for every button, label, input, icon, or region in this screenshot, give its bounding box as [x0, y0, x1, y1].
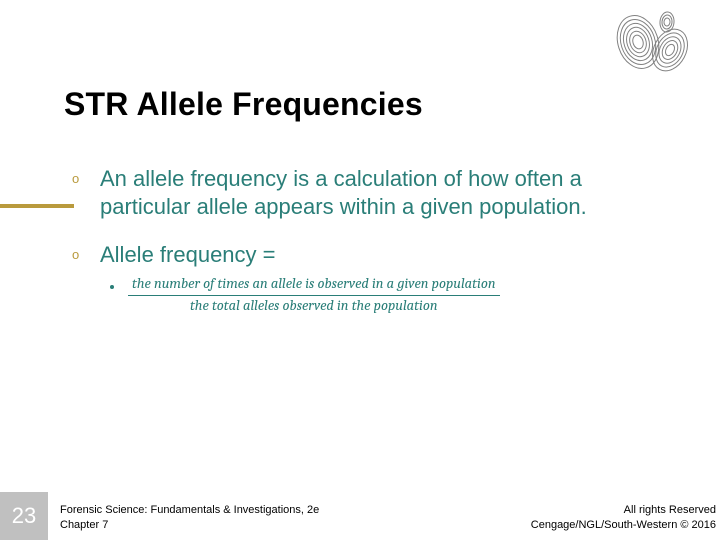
footer-rights: All rights Reserved [531, 503, 716, 517]
fraction: the number of times an allele is observe… [128, 275, 500, 314]
slide-title: STR Allele Frequencies [64, 86, 423, 123]
fingerprint-graphic [612, 8, 702, 78]
footer-chapter: Chapter 7 [60, 518, 319, 532]
bullet-marker-icon: o [72, 247, 79, 262]
footer-right: All rights Reserved Cengage/NGL/South-We… [531, 503, 716, 532]
fraction-numerator: the number of times an allele is observe… [128, 275, 500, 294]
slide: STR Allele Frequencies o An allele frequ… [0, 0, 720, 540]
page-number-box: 23 [0, 492, 48, 540]
sub-bullet-marker-icon [110, 285, 114, 289]
bullet-list: o An allele frequency is a calculation o… [100, 165, 660, 335]
footer-publisher: Cengage/NGL/South-Western © 2016 [531, 518, 716, 532]
footer-source: Forensic Science: Fundamentals & Investi… [60, 503, 319, 517]
sub-bullet-item: the number of times an allele is observe… [128, 275, 660, 314]
accent-bar [0, 204, 74, 208]
fraction-denominator: the total alleles observed in the popula… [128, 295, 500, 315]
bullet-item: o Allele frequency = the number of times… [100, 241, 660, 314]
page-number: 23 [12, 503, 36, 529]
bullet-marker-icon: o [72, 171, 79, 186]
bullet-text: An allele frequency is a calculation of … [100, 165, 660, 221]
bullet-item: o An allele frequency is a calculation o… [100, 165, 660, 221]
bullet-text: Allele frequency = [100, 241, 660, 269]
footer-left: Forensic Science: Fundamentals & Investi… [60, 503, 319, 532]
